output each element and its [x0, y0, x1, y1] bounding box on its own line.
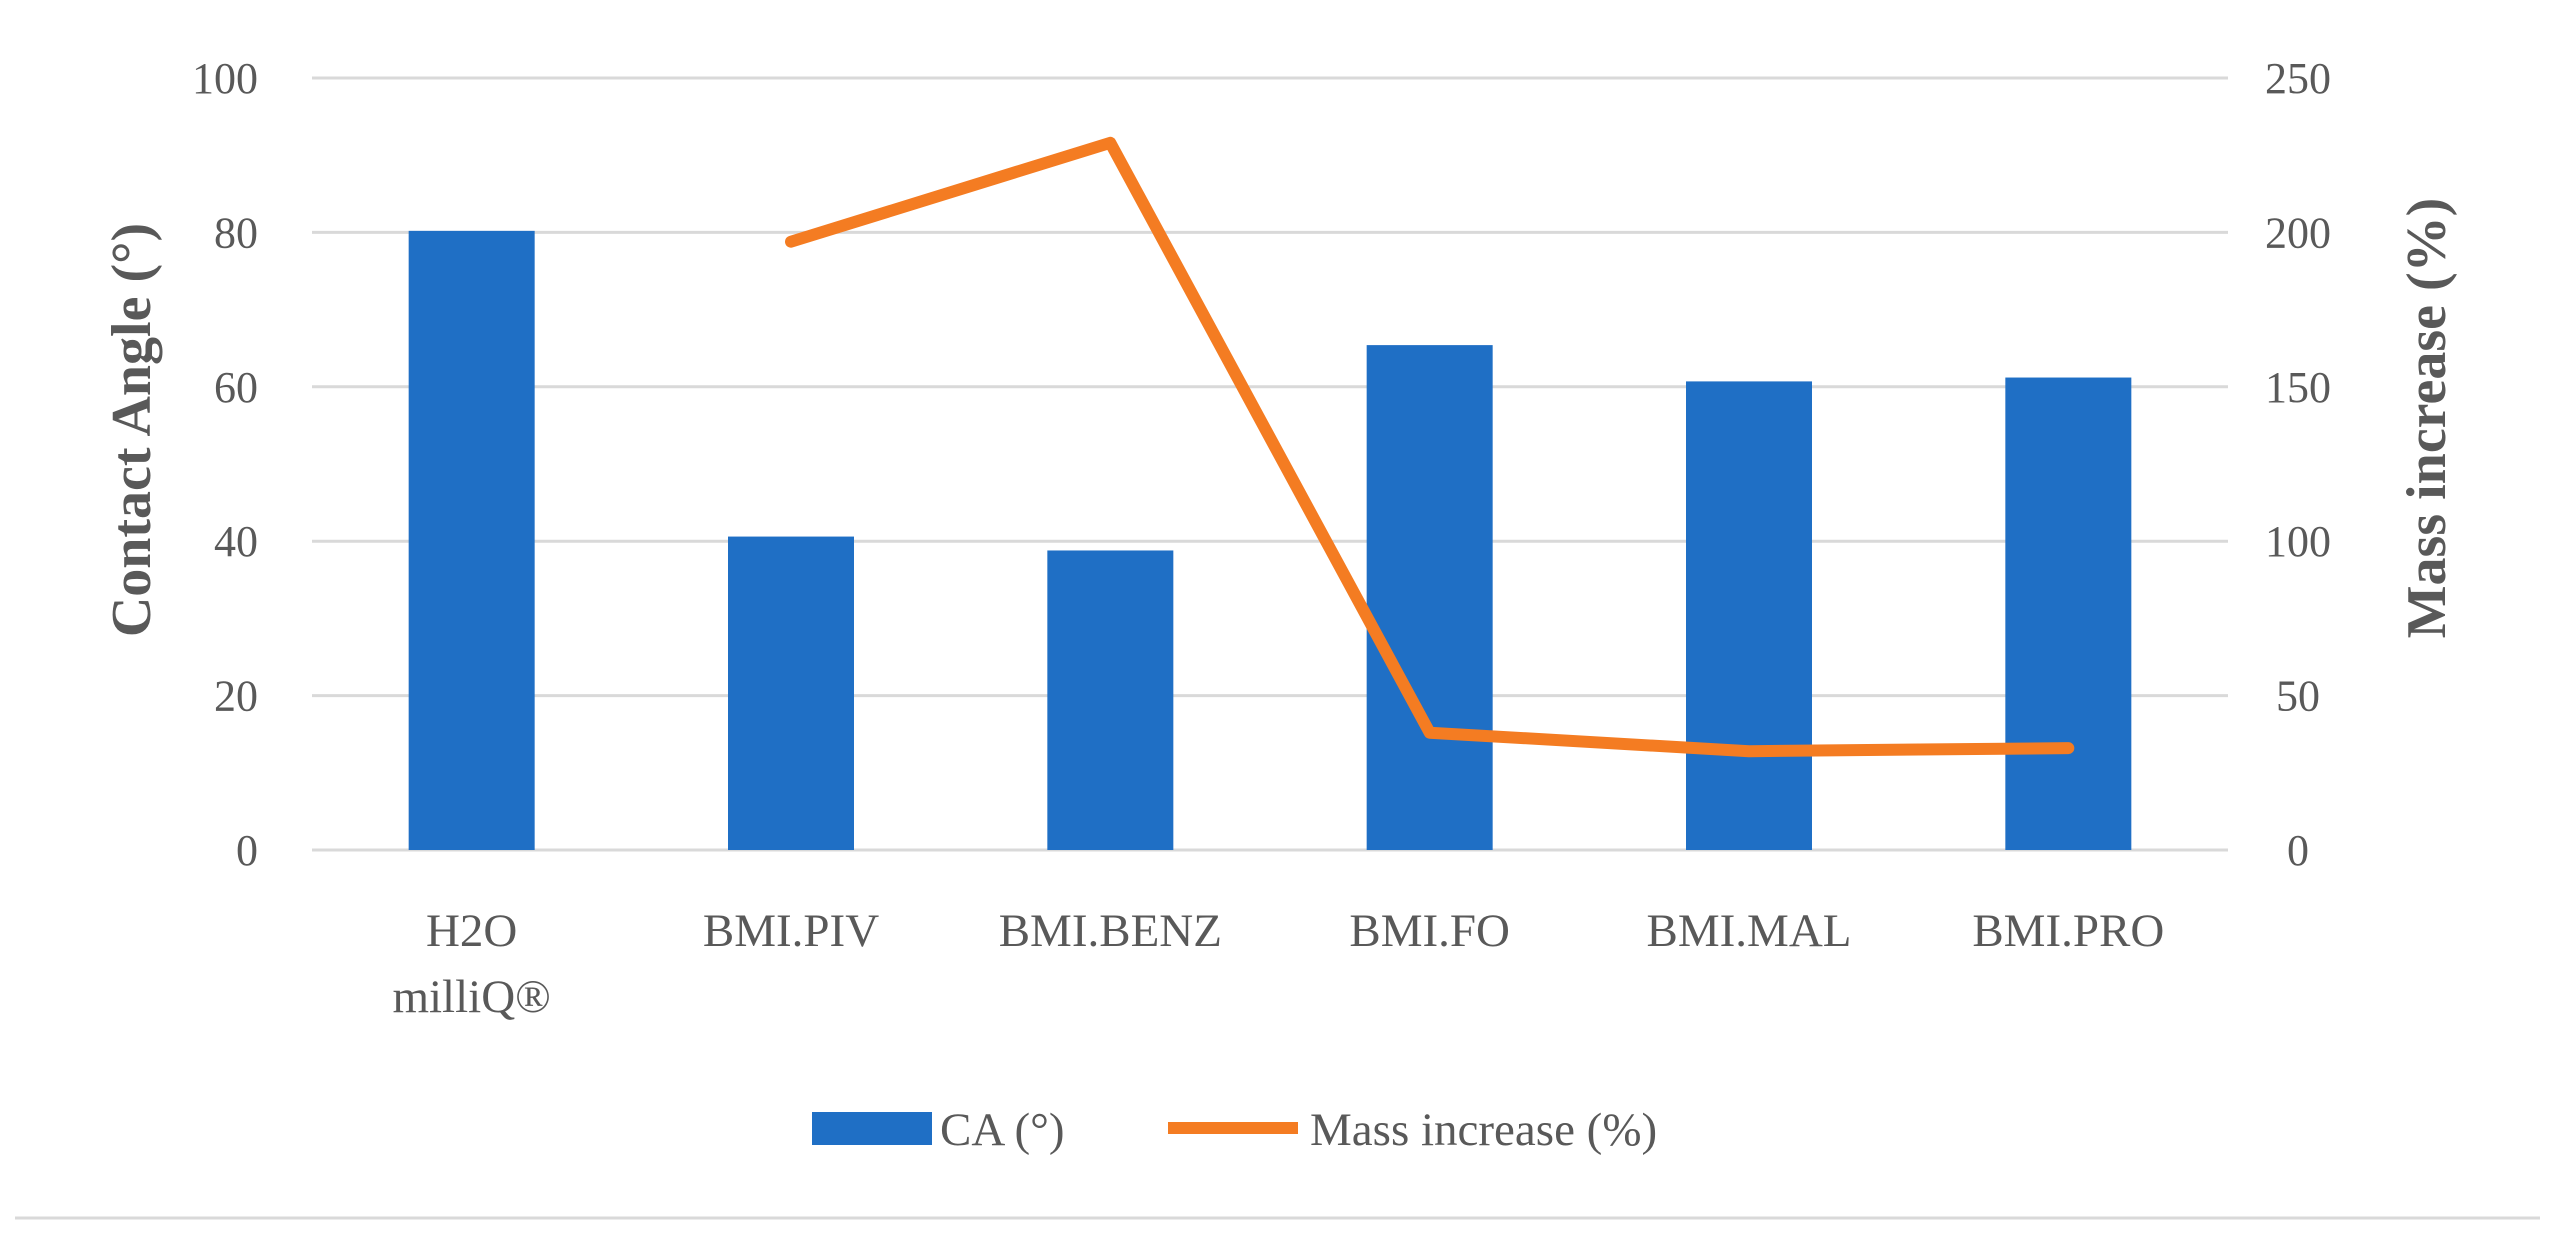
bar-4 [1686, 381, 1812, 850]
left-axis-ticks: 0 20 40 60 80 100 [192, 54, 258, 875]
right-tick-label-0: 0 [2287, 826, 2309, 875]
legend-bar-swatch [812, 1112, 932, 1145]
right-tick-label-3: 150 [2265, 363, 2331, 412]
left-tick-label-4: 80 [214, 208, 258, 257]
right-axis-title: Mass increase (%) [2396, 198, 2458, 639]
gridlines [312, 76, 2228, 852]
right-tick-label-2: 100 [2265, 517, 2331, 566]
bar-2 [1047, 550, 1174, 850]
left-axis-title: Contact Angle (°) [101, 223, 163, 637]
category-label-1: BMI.PIV [703, 905, 879, 957]
line-point-1 [790, 241, 792, 243]
left-tick-label-2: 40 [214, 517, 258, 566]
category-label-5: BMI.PRO [1972, 905, 2164, 957]
left-tick-label-1: 20 [214, 672, 258, 721]
right-tick-label-4: 200 [2265, 208, 2331, 257]
line-series [785, 136, 2075, 758]
line-point-4 [1748, 750, 1750, 752]
category-label-0-line-0: H2O [426, 905, 517, 957]
category-label-2: BMI.BENZ [999, 905, 1222, 957]
line-point-3 [1429, 732, 1431, 734]
bar-1 [728, 536, 854, 850]
right-tick-label-1: 50 [2276, 672, 2320, 721]
legend: CA (°) Mass increase (%) [812, 1104, 1657, 1156]
bar-3 [1366, 345, 1493, 850]
legend-line-label: Mass increase (%) [1310, 1104, 1657, 1156]
legend-bar-label: CA (°) [940, 1104, 1065, 1156]
bar-series [408, 230, 2132, 850]
category-label-3: BMI.FO [1349, 905, 1510, 957]
left-tick-label-0: 0 [236, 826, 258, 875]
right-axis-ticks: 0 50 100 150 200 250 [2265, 54, 2331, 875]
bar-5 [2005, 377, 2132, 850]
category-label-4: BMI.MAL [1647, 905, 1852, 957]
line-point-2 [1109, 142, 1111, 144]
left-tick-label-5: 100 [192, 54, 258, 103]
right-tick-label-5: 250 [2265, 54, 2331, 103]
category-label-0-line-1: milliQ® [392, 971, 550, 1023]
bar-0 [408, 230, 535, 850]
line-point-5 [2067, 747, 2069, 749]
category-labels: H2O milliQ® BMI.PIV BMI.BENZ BMI.FO BMI.MAL BM… [392, 905, 2164, 1023]
left-tick-label-3: 60 [214, 363, 258, 412]
